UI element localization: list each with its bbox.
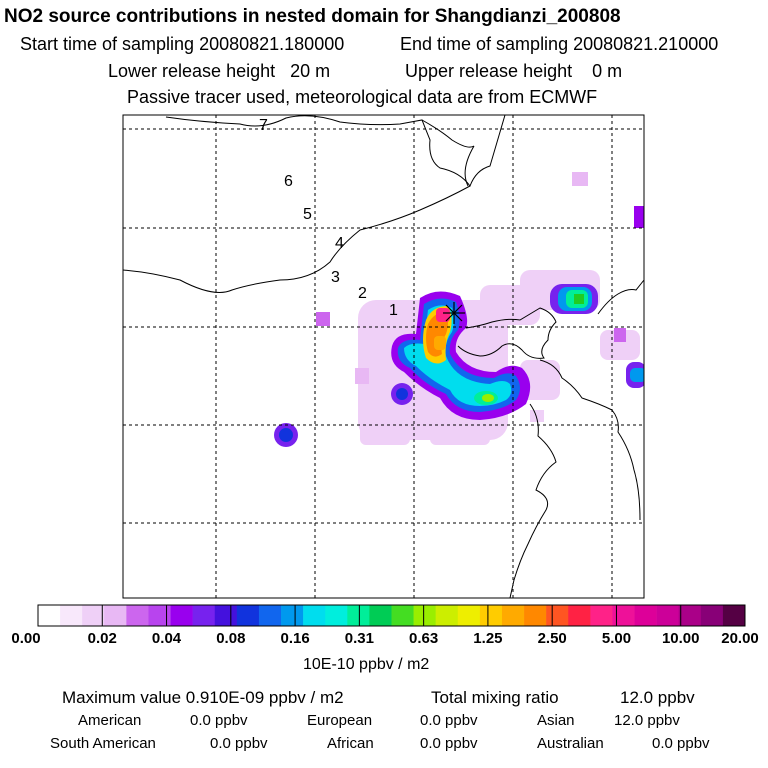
colorbar-swatch [435, 605, 459, 626]
total-mixing-label: Total mixing ratio [431, 688, 559, 707]
region-value-asian: 12.0 ppbv [614, 712, 680, 729]
region-value-australian: 0.0 ppbv [652, 735, 710, 752]
colorbar-swatch [236, 605, 260, 626]
colorbar-swatch [38, 605, 61, 626]
colorbar-swatch [391, 605, 414, 626]
colorbar-label: 0.02 [87, 630, 117, 647]
trajectory-label-6: 6 [284, 173, 293, 190]
colorbar-swatch [590, 605, 613, 626]
plot-frame [122, 114, 645, 599]
max-value: Maximum value 0.910E-09 ppbv / m2 [62, 688, 344, 707]
main-plume [391, 291, 531, 420]
region-name-american: American [78, 712, 142, 729]
colorbar-swatch [568, 605, 591, 626]
colorbar-swatch [325, 605, 348, 626]
colorbar-label: 0.16 [280, 630, 310, 647]
region-name-australian: Australian [537, 735, 604, 752]
colorbar-swatch [192, 605, 216, 626]
colorbar-swatch [303, 605, 326, 626]
upper-release-height: Upper release height 0 m [405, 61, 623, 81]
colorbar-swatch [126, 605, 149, 626]
colorbar-swatch [634, 605, 657, 626]
colorbar-label: 0.63 [409, 630, 439, 647]
colorbar-unit: 10E-10 ppbv / m2 [303, 656, 430, 673]
trajectory-label-2: 2 [358, 285, 367, 302]
graticule [123, 115, 644, 598]
colorbar-swatch [700, 605, 724, 626]
colorbar-swatch [60, 605, 83, 626]
end-time: End time of sampling 20080821.210000 [400, 34, 719, 54]
colorbar-frame [37, 604, 746, 627]
trajectory-label-5: 5 [303, 206, 312, 223]
colorbar-swatch [281, 605, 304, 626]
colorbar-swatch [369, 605, 392, 626]
trajectory-label-4: 4 [335, 235, 344, 252]
tracer-note: Passive tracer used, meteorological data… [127, 87, 598, 107]
blob-west [274, 423, 298, 447]
region-value-african: 0.0 ppbv [420, 735, 478, 752]
colorbar-swatch [722, 605, 746, 626]
blob-east-edge [626, 362, 644, 388]
colorbar-swatch [258, 605, 282, 626]
colorbar-label: 0.08 [216, 630, 246, 647]
colorbar-label: 20.00 [721, 630, 759, 647]
blob-south-west [391, 383, 413, 405]
colorbar-swatch [170, 605, 193, 626]
colorbar-label: 10.00 [661, 630, 700, 647]
colorbar-label: 0.04 [151, 630, 182, 647]
purple-cell [634, 206, 644, 228]
colorbar-swatch [413, 605, 436, 626]
region-name-south-american: South American [50, 735, 156, 752]
colorbar-swatch [82, 605, 105, 626]
colorbar-swatch [656, 605, 680, 626]
colorbar-label: 1.25 [473, 630, 503, 647]
colorbar-swatch [104, 605, 127, 626]
trajectory-label-7: 7 [259, 117, 268, 134]
trajectory-labels: 1 2 3 4 5 6 7 [259, 117, 398, 319]
colorbar-swatch [457, 605, 481, 626]
colorbar-label: 2.50 [537, 630, 567, 647]
colorbar-swatch [347, 605, 370, 626]
figure-title: NO2 source contributions in nested domai… [4, 6, 621, 27]
total-mixing-value: 12.0 ppbv [620, 688, 695, 707]
colorbar-swatch [678, 605, 702, 626]
purple-cell [614, 328, 626, 342]
colorbar-swatch [612, 605, 635, 626]
region-value-south-american: 0.0 ppbv [210, 735, 268, 752]
region-name-european: European [307, 712, 373, 729]
colorbar-swatch [479, 605, 503, 626]
region-value-european: 0.0 ppbv [420, 712, 478, 729]
colorbar-swatch [214, 605, 238, 626]
region-name-african: African [327, 735, 374, 752]
blob-north-east [550, 284, 598, 314]
trajectory-label-3: 3 [331, 269, 340, 286]
colorbar-swatch [524, 605, 547, 626]
colorbar-swatch [501, 605, 525, 626]
colorbar [37, 604, 746, 627]
colorbar-swatch [148, 605, 171, 626]
concentration-field [274, 172, 644, 447]
purple-cell [316, 312, 330, 326]
region-value-american: 0.0 ppbv [190, 712, 248, 729]
colorbar-swatch [546, 605, 569, 626]
colorbar-label: 0.00 [11, 630, 41, 647]
start-time: Start time of sampling 20080821.180000 [20, 34, 345, 54]
trajectory-label-1: 1 [389, 302, 398, 319]
colorbar-label: 0.31 [344, 630, 374, 647]
lower-release-height: Lower release height 20 m [108, 61, 331, 81]
colorbar-label: 5.00 [601, 630, 632, 647]
region-name-asian: Asian [537, 712, 575, 729]
receptor-star-icon [443, 302, 465, 324]
